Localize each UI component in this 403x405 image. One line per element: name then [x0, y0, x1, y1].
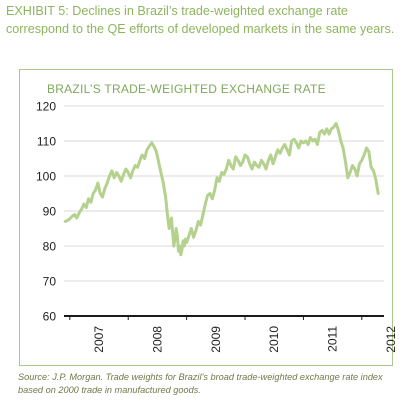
y-tick-label-80: 80 — [43, 240, 57, 254]
x-tick-label-2012: 2012 — [384, 326, 398, 353]
y-tick-label-100: 100 — [36, 170, 56, 184]
y-tick-label-90: 90 — [43, 205, 57, 219]
y-tick-label-70: 70 — [43, 275, 57, 289]
x-tick-label-2008: 2008 — [150, 326, 164, 353]
source-note: Source: J.P. Morgan. Trade weights for B… — [18, 372, 383, 395]
x-tick-label-2010: 2010 — [267, 326, 281, 353]
x-tick-label-2009: 2009 — [209, 326, 223, 353]
chart-title: BRAZIL’S TRADE-WEIGHTED EXCHANGE RATE — [47, 82, 326, 96]
y-tick-label-120: 120 — [36, 100, 56, 114]
x-tick-label-2007: 2007 — [92, 326, 106, 353]
exhibit-caption: EXHIBIT 5: Declines in Brazil’s trade-we… — [6, 3, 396, 38]
x-tick-label-2011: 2011 — [326, 326, 340, 352]
exhibit-label: EXHIBIT 5: — [6, 4, 69, 18]
exhibit-caption-text: Declines in Brazil’s trade-weighted exch… — [6, 4, 395, 36]
y-tick-label-110: 110 — [37, 135, 56, 149]
y-tick-label-60: 60 — [43, 310, 57, 324]
series-line-trade-weighted-rate — [63, 122, 380, 257]
